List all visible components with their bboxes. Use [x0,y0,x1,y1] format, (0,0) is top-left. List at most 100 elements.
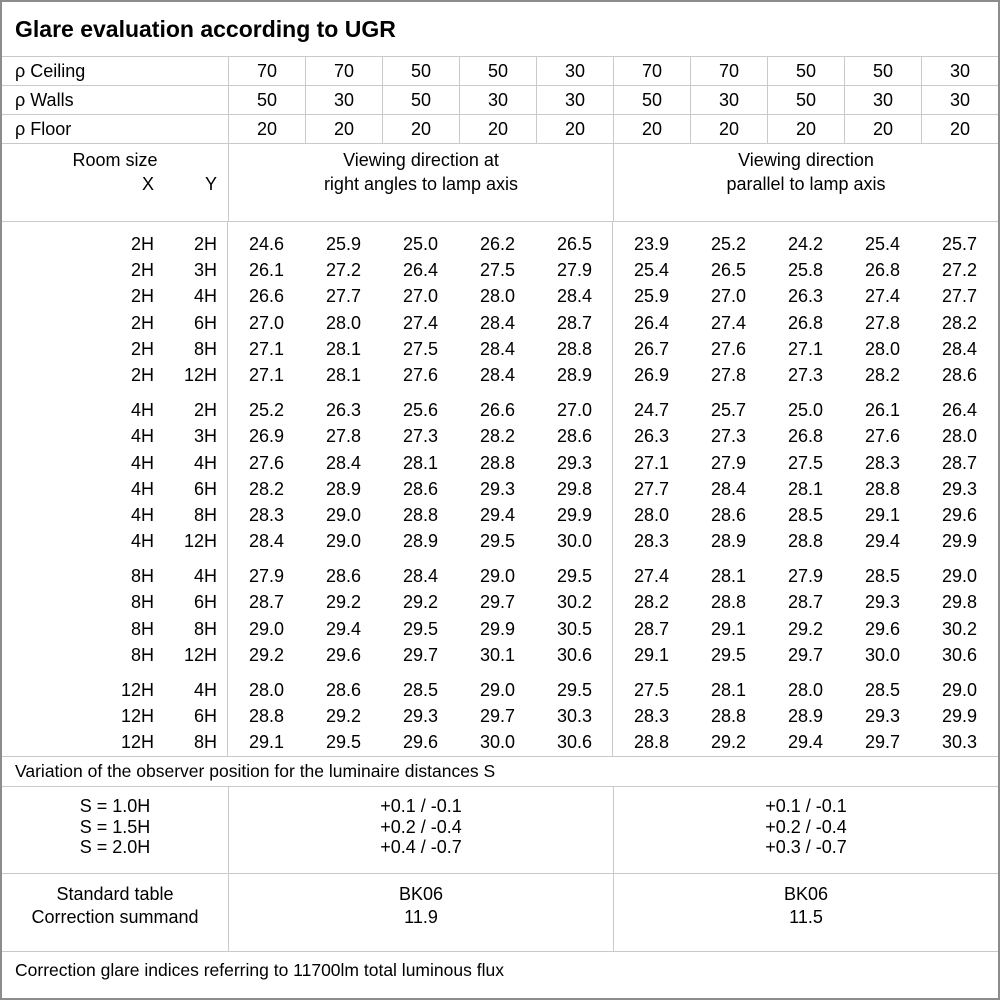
ugr-value-cell: 29.0 [325,531,362,552]
viewing-direction-header-row: Room size X Y Viewing direction at right… [2,144,998,222]
column-divider-middle [612,222,613,756]
ugr-table-row: 12H 8H 29.1 29.5 29.6 30.0 30.6 28.8 29.2 29.4 29.… [2,729,998,755]
ugr-value-cell: 28.3 [248,504,285,525]
ugr-value-cell: 28.3 [633,531,670,552]
ugr-value-cell: 30.0 [556,531,593,552]
reflectance-value-cell: 50 [382,86,459,114]
ugr-value-cell: 28.1 [787,478,824,499]
room-size-y-value: 6H [193,592,217,613]
ugr-value-cell: 29.1 [710,618,747,639]
ugr-value-cell: 28.2 [864,364,901,385]
ugr-value-cell: 29.9 [556,504,593,525]
ugr-value-cell: 28.0 [479,286,516,307]
ugr-table-row: 12H 4H 28.0 28.6 28.5 29.0 29.5 27.5 28.1 28.0 28.… [2,677,998,703]
ugr-value-cell: 26.5 [556,234,593,254]
reflectance-value-cell: 20 [844,115,921,143]
ugr-value-cell: 28.9 [787,706,824,727]
ugr-value-cell: 27.9 [710,452,747,473]
ugr-value-cell: 28.6 [402,478,439,499]
ugr-value-cell: 28.4 [402,566,439,587]
room-size-x-value: 2H [130,338,154,359]
ugr-value-cell: 25.0 [402,234,439,254]
ugr-value-cell: 28.1 [325,338,362,359]
ugr-value-cell: 27.5 [787,452,824,473]
ugr-value-cell: 30.2 [941,618,978,639]
room-size-x-value: 4H [130,478,154,499]
ugr-value-cell: 28.4 [479,312,516,333]
ugr-value-cell: 29.3 [864,592,901,613]
ugr-value-cell: 29.5 [479,531,516,552]
ugr-value-cell: 28.3 [864,452,901,473]
reflectance-row: ρ Walls 50 30 50 30 30 50 30 50 30 30 [2,86,998,115]
room-size-y-value: 2H [193,234,217,254]
ugr-value-cell: 30.6 [556,732,593,753]
room-size-x-value: 8H [130,618,154,639]
ugr-value-cell: 28.6 [325,680,362,700]
room-size-x-value: 4H [130,400,154,421]
ugr-value-cell: 25.9 [633,286,670,307]
variation-note: Variation of the observer position for t… [2,756,998,787]
ugr-value-cell: 30.6 [556,644,593,665]
room-size-x-value: 8H [130,566,154,587]
ugr-value-cell: 28.0 [941,426,978,447]
s-row-label: S = 1.0H [79,796,151,816]
ugr-value-cell: 26.1 [864,400,901,421]
ugr-value-cell: 28.1 [402,452,439,473]
ugr-table-row: 2H 6H 27.0 28.0 27.4 28.4 28.7 26.4 27.4 26.8 27.8… [2,310,998,336]
reflectance-value-cell: 20 [382,115,459,143]
ugr-value-cell: 29.5 [556,566,593,587]
ugr-value-cell: 27.0 [402,286,439,307]
ugr-value-cell: 25.6 [402,400,439,421]
s-value: +0.2 / -0.4 [765,816,847,837]
s-distance-labels: S = 1.0H S = 1.5H S = 2.0H [2,787,228,873]
ugr-value-cell: 27.7 [325,286,362,307]
ugr-table-row: 4H 8H 28.3 29.0 28.8 29.4 29.9 28.0 28.6 28.5 29.1… [2,502,998,528]
ugr-value-cell: 27.0 [556,400,593,421]
observer-variation-block: S = 1.0H S = 1.5H S = 2.0H +0.1 / -0.1 +… [2,787,998,874]
reflectance-value-cell: 50 [228,86,305,114]
reflectance-value-cell: 20 [690,115,767,143]
s-value: +0.2 / -0.4 [380,816,462,837]
viewing-left-line2: right angles to lamp axis [323,174,519,194]
ugr-value-cell: 26.6 [479,400,516,421]
ugr-value-cell: 28.2 [248,478,285,499]
reflectance-value-cell: 30 [844,86,921,114]
ugr-value-cell: 27.9 [248,566,285,587]
ugr-value-cell: 30.3 [556,706,593,727]
ugr-value-cell: 27.5 [479,260,516,281]
reflectance-value-cell: 50 [459,57,536,85]
ugr-value-cell: 27.0 [248,312,285,333]
ugr-value-cell: 27.4 [864,286,901,307]
ugr-value-cell: 25.2 [248,400,285,421]
ugr-value-cell: 24.7 [633,400,670,421]
ugr-value-cell: 26.8 [864,260,901,281]
ugr-value-cell: 28.4 [941,338,978,359]
s-row-label: S = 1.5H [79,816,151,837]
ugr-value-cell: 28.5 [864,680,901,700]
ugr-value-cell: 26.8 [787,426,824,447]
footer-note: Correction glare indices referring to 11… [15,960,504,980]
viewing-right-line1: Viewing direction [738,150,874,170]
room-size-y-value: 6H [193,706,217,727]
reflectance-value-cell: 50 [382,57,459,85]
ugr-value-cell: 28.6 [710,504,747,525]
standard-table-label: Standard table [56,884,174,904]
ugr-table-row: 2H 12H 27.1 28.1 27.6 28.4 28.9 26.9 27.8 27.3 28.… [2,362,998,388]
ugr-value-cell: 28.1 [710,566,747,587]
ugr-table-row: 4H 12H 28.4 29.0 28.9 29.5 30.0 28.3 28.9 28.8 29.… [2,528,998,554]
reflectance-row-label: ρ Walls [15,90,74,110]
ugr-value-cell: 27.1 [248,338,285,359]
room-size-x-value: 2H [130,312,154,333]
ugr-table-row: 2H 3H 26.1 27.2 26.4 27.5 27.9 25.4 26.5 25.8 26.8… [2,257,998,283]
room-size-y-value: 4H [193,452,217,473]
reflectance-value-cell: 30 [459,86,536,114]
ugr-value-cell: 29.2 [402,592,439,613]
room-size-y-value: 8H [193,732,217,753]
ugr-value-cell: 28.5 [864,566,901,587]
y-column-label: Y [204,174,217,194]
s-value: +0.1 / -0.1 [380,796,462,816]
ugr-value-cell: 28.2 [633,592,670,613]
ugr-value-cell: 27.9 [787,566,824,587]
ugr-value-cell: 29.3 [864,706,901,727]
room-size-x-value: 8H [130,644,154,665]
